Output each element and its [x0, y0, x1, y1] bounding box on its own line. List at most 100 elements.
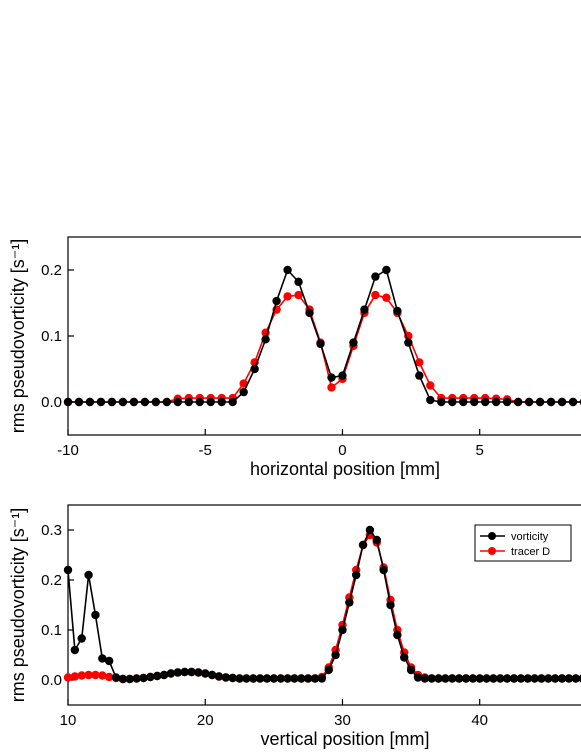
data-point: [441, 674, 450, 683]
data-point: [491, 397, 501, 407]
data-point: [420, 674, 430, 683]
data-point: [290, 674, 299, 683]
data-point: [513, 397, 523, 407]
data-point: [228, 673, 237, 683]
data-point: [297, 674, 306, 683]
data-point: [406, 665, 416, 675]
data-point: [523, 674, 532, 683]
legend-label: vorticity: [511, 531, 549, 543]
data-point: [371, 272, 380, 281]
data-point: [173, 397, 182, 407]
data-point: [153, 671, 162, 681]
data-point: [461, 674, 471, 683]
data-point: [426, 395, 435, 405]
y-tick-label: 0.0: [41, 394, 62, 411]
data-point: [250, 364, 259, 374]
data-point: [371, 290, 380, 300]
data-point: [448, 397, 457, 407]
data-point: [360, 305, 369, 314]
data-point: [187, 667, 196, 677]
data-point: [217, 397, 226, 407]
data-point: [480, 397, 490, 407]
data-point: [63, 565, 73, 575]
data-point: [415, 358, 424, 367]
data-point: [338, 625, 347, 635]
data-point: [166, 669, 176, 678]
data-point: [77, 671, 86, 680]
data-point: [415, 371, 424, 380]
data-point: [294, 290, 303, 300]
data-point: [239, 387, 248, 397]
x-tick-label: 10: [60, 712, 77, 729]
legend-marker: [488, 532, 496, 540]
data-point: [255, 674, 265, 683]
data-point: [489, 674, 498, 683]
x-axis-label: horizontal position [mm]: [250, 459, 440, 479]
data-point: [118, 674, 128, 684]
data-point: [393, 630, 402, 640]
data-point: [173, 668, 182, 677]
data-point: [509, 674, 519, 683]
data-point: [129, 397, 139, 407]
data-point: [104, 672, 114, 682]
data-point: [475, 674, 484, 683]
data-point: [351, 570, 361, 580]
data-point: [358, 540, 368, 550]
axes-frame: [67, 236, 581, 436]
data-point: [448, 674, 457, 683]
x-tick-label: -10: [57, 442, 79, 459]
data-point: [269, 674, 279, 683]
data-point: [98, 654, 107, 663]
data-point: [132, 674, 141, 683]
data-point: [111, 673, 121, 682]
data-point: [571, 674, 580, 683]
data-point: [516, 674, 526, 683]
data-point: [221, 673, 231, 682]
data-point: [331, 650, 340, 660]
data-point: [63, 397, 73, 407]
data-point: [557, 674, 567, 683]
data-point: [372, 535, 381, 545]
data-point: [317, 674, 327, 683]
data-point: [470, 397, 479, 407]
data-point: [242, 674, 251, 683]
data-point: [496, 674, 505, 683]
y-tick-label: 0.0: [41, 672, 62, 689]
data-point: [180, 667, 189, 677]
data-point: [544, 674, 553, 683]
data-point: [70, 645, 80, 655]
data-point: [482, 674, 491, 683]
data-point: [151, 397, 161, 407]
data-point: [382, 265, 391, 275]
data-point: [162, 397, 172, 407]
x-axis-label: vertical position [mm]: [260, 729, 429, 749]
data-point: [537, 674, 546, 683]
data-point: [139, 673, 148, 683]
data-point: [91, 670, 100, 680]
x-tick-label: 0: [338, 442, 346, 459]
data-point: [404, 338, 413, 347]
data-point: [74, 397, 84, 407]
data-point: [345, 598, 354, 607]
data-point: [393, 306, 402, 316]
data-point: [125, 674, 134, 684]
data-point: [454, 674, 464, 683]
data-point: [140, 397, 150, 407]
data-point: [468, 674, 478, 683]
data-point: [349, 338, 358, 347]
x-tick-label: -5: [199, 442, 212, 459]
x-tick-label: 20: [197, 712, 214, 729]
y-tick-label: 0.3: [41, 522, 62, 539]
data-point: [459, 397, 468, 407]
data-point: [207, 670, 217, 680]
data-point: [84, 670, 93, 680]
x-tick-label: 5: [476, 442, 484, 459]
data-point: [546, 397, 556, 407]
data-point: [316, 339, 325, 349]
data-point: [530, 674, 539, 683]
data-point: [70, 672, 80, 681]
data-point: [261, 335, 270, 344]
data-point: [107, 397, 117, 407]
series-line: [68, 268, 581, 403]
